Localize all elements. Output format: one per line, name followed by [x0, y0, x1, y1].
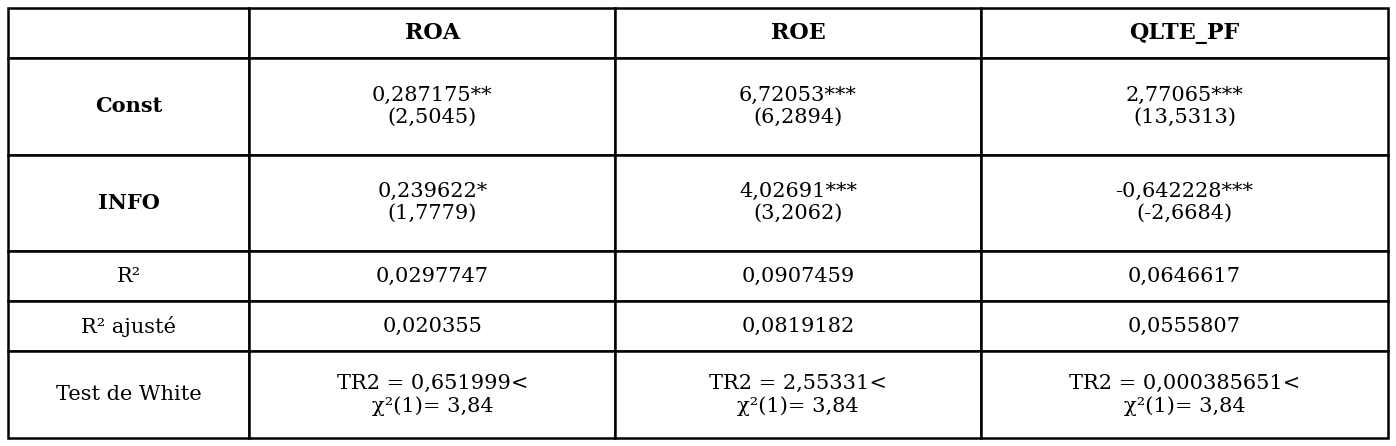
- Text: Const: Const: [95, 96, 162, 116]
- Text: 0,0907459: 0,0907459: [741, 267, 854, 285]
- Text: TR2 = 2,55331<
χ²(1)= 3,84: TR2 = 2,55331< χ²(1)= 3,84: [709, 374, 886, 416]
- Bar: [8, 301, 250, 351]
- Bar: [981, 351, 1388, 438]
- Bar: [250, 8, 616, 58]
- Bar: [8, 8, 250, 58]
- Text: Test de White: Test de White: [56, 385, 201, 404]
- Text: 0,287175**
(2,5045): 0,287175** (2,5045): [373, 86, 493, 127]
- Text: QLTE_PF: QLTE_PF: [1129, 22, 1240, 44]
- Bar: [981, 251, 1388, 301]
- Text: 4,02691***
(3,2062): 4,02691*** (3,2062): [738, 182, 857, 223]
- Text: 0,0555807: 0,0555807: [1128, 317, 1241, 336]
- Text: R² ajusté: R² ajusté: [81, 316, 176, 337]
- Bar: [616, 58, 981, 155]
- Bar: [981, 155, 1388, 251]
- Text: ROA: ROA: [405, 22, 459, 44]
- Bar: [250, 301, 616, 351]
- Text: 0,020355: 0,020355: [383, 317, 482, 336]
- Bar: [8, 251, 250, 301]
- Text: TR2 = 0,000385651<
χ²(1)= 3,84: TR2 = 0,000385651< χ²(1)= 3,84: [1069, 374, 1300, 416]
- Bar: [616, 155, 981, 251]
- Bar: [8, 351, 250, 438]
- Bar: [616, 8, 981, 58]
- Text: 0,0297747: 0,0297747: [376, 267, 489, 285]
- Bar: [8, 58, 250, 155]
- Text: ROE: ROE: [771, 22, 825, 44]
- Text: 6,72053***
(6,2894): 6,72053*** (6,2894): [738, 86, 857, 127]
- Bar: [616, 251, 981, 301]
- Text: INFO: INFO: [98, 193, 159, 213]
- Bar: [250, 351, 616, 438]
- Bar: [250, 251, 616, 301]
- Bar: [981, 8, 1388, 58]
- Text: R²: R²: [117, 267, 141, 285]
- Bar: [981, 58, 1388, 155]
- Bar: [8, 155, 250, 251]
- Text: TR2 = 0,651999<
χ²(1)= 3,84: TR2 = 0,651999< χ²(1)= 3,84: [336, 374, 528, 416]
- Bar: [616, 351, 981, 438]
- Text: 2,77065***
(13,5313): 2,77065*** (13,5313): [1125, 86, 1244, 127]
- Text: 0,0819182: 0,0819182: [741, 317, 854, 336]
- Bar: [616, 301, 981, 351]
- Text: -0,642228***
(-2,6684): -0,642228*** (-2,6684): [1115, 182, 1254, 223]
- Bar: [250, 155, 616, 251]
- Text: 0,0646617: 0,0646617: [1128, 267, 1241, 285]
- Bar: [981, 301, 1388, 351]
- Bar: [250, 58, 616, 155]
- Text: 0,239622*
(1,7779): 0,239622* (1,7779): [377, 182, 487, 223]
